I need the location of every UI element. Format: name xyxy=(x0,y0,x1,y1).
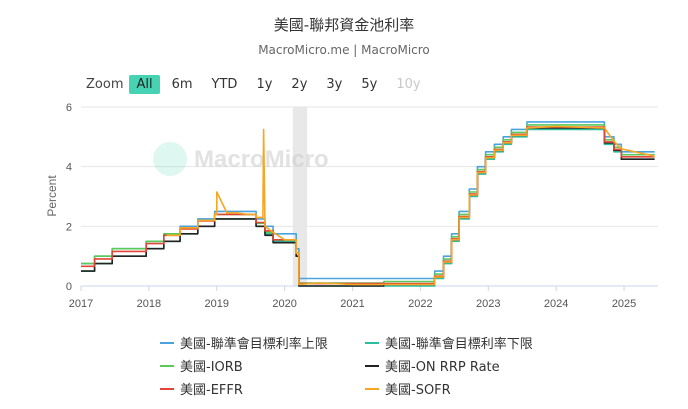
legend: 美國-聯準會目標利率上限 美國-聯準會目標利率下限 美國-IORB 美國-ON … xyxy=(160,333,580,398)
zoom-bar: Zoom All 6m YTD 1y 2y 3y 5y 10y xyxy=(86,73,433,95)
watermark-logo-icon xyxy=(153,142,187,176)
y-tick-label: 6 xyxy=(66,102,72,114)
y-tick-label: 2 xyxy=(66,221,72,233)
legend-item-on-rrp[interactable]: 美國-ON RRP Rate xyxy=(365,356,570,375)
x-tick-label: 2020 xyxy=(272,298,296,310)
legend-label: 美國-聯準會目標利率上限 xyxy=(180,337,328,352)
legend-item-target-upper[interactable]: 美國-聯準會目標利率上限 xyxy=(160,333,365,352)
legend-swatch xyxy=(160,341,174,344)
shaded-band xyxy=(292,107,308,286)
series-line-5[interactable] xyxy=(166,125,655,286)
x-tick-label: 2021 xyxy=(340,298,364,310)
legend-swatch xyxy=(160,387,174,390)
legend-label: 美國-ON RRP Rate xyxy=(385,360,500,375)
legend-item-sofr[interactable]: 美國-SOFR xyxy=(365,379,570,398)
x-tick-label: 2025 xyxy=(612,298,636,310)
watermark: MacroMicro xyxy=(153,142,329,176)
grid xyxy=(81,106,658,287)
legend-swatch xyxy=(365,341,379,344)
chart-title: 美國-聯邦資金池利率 xyxy=(273,16,415,34)
axes: 0 2 4 6 2017 2018 2019 2020 2021 2022 2023 2024 2025 xyxy=(66,102,636,310)
legend-item-iorb[interactable]: 美國-IORB xyxy=(160,356,365,375)
x-tick-label: 2024 xyxy=(544,298,568,310)
x-tick-label: 2023 xyxy=(476,298,500,310)
legend-label: 美國-SOFR xyxy=(385,383,451,398)
legend-swatch xyxy=(365,387,379,390)
series xyxy=(81,121,655,287)
legend-swatch xyxy=(160,364,174,367)
watermark-text: MacroMicro xyxy=(194,146,329,173)
x-tick-label: 2017 xyxy=(69,298,93,310)
zoom-button-6m[interactable]: 6m xyxy=(171,76,193,92)
y-tick-label: 0 xyxy=(66,281,72,293)
legend-label: 美國-IORB xyxy=(180,360,243,375)
legend-label: 美國-EFFR xyxy=(180,383,243,398)
legend-label: 美國-聯準會目標利率下限 xyxy=(385,337,533,352)
y-tick-label: 4 xyxy=(66,162,72,174)
y-axis-label: Percent xyxy=(45,175,59,217)
zoom-label: Zoom xyxy=(86,76,124,92)
zoom-button-ytd[interactable]: YTD xyxy=(211,76,238,92)
zoom-button-1y[interactable]: 1y xyxy=(256,76,273,92)
zoom-button-all[interactable]: All xyxy=(129,74,160,94)
legend-item-effr[interactable]: 美國-EFFR xyxy=(160,379,365,398)
chart-subtitle: MacroMicro.me | MacroMicro xyxy=(258,43,430,57)
x-tick-label: 2019 xyxy=(205,298,229,310)
legend-item-target-lower[interactable]: 美國-聯準會目標利率下限 xyxy=(365,333,570,352)
shaded-band-rect xyxy=(292,107,308,286)
zoom-button-10y: 10y xyxy=(396,76,421,92)
x-tick-label: 2022 xyxy=(408,298,432,310)
x-tick-label: 2018 xyxy=(137,298,161,310)
zoom-button-2y[interactable]: 2y xyxy=(291,76,308,92)
zoom-button-5y[interactable]: 5y xyxy=(361,76,378,92)
legend-swatch xyxy=(365,364,379,367)
zoom-button-3y[interactable]: 3y xyxy=(326,76,343,92)
